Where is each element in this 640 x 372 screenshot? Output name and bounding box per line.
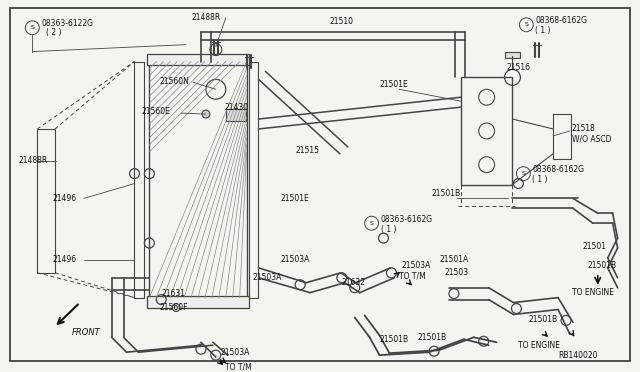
Text: 21501B: 21501B — [431, 189, 460, 198]
Text: 21488R: 21488R — [191, 13, 220, 22]
Text: 21516: 21516 — [506, 63, 531, 72]
Text: TO ENGINE: TO ENGINE — [572, 288, 614, 297]
Text: 21560F: 21560F — [159, 303, 188, 312]
Text: 21631: 21631 — [161, 289, 185, 298]
Text: 21503A: 21503A — [280, 256, 310, 264]
Bar — [226, 109, 246, 121]
Text: RB140020: RB140020 — [558, 351, 598, 360]
Text: ( 1 ): ( 1 ) — [532, 175, 548, 184]
Text: 21488R: 21488R — [19, 156, 47, 165]
Text: 21501B: 21501B — [588, 262, 617, 270]
Text: 21501E: 21501E — [280, 194, 309, 203]
Text: 21496: 21496 — [52, 256, 76, 264]
Text: FRONT: FRONT — [72, 328, 100, 337]
Text: 21510: 21510 — [330, 17, 354, 26]
Text: ( 1 ): ( 1 ) — [535, 26, 551, 35]
Text: 08363-6122G: 08363-6122G — [41, 19, 93, 28]
Bar — [248, 61, 259, 298]
Text: 21501E: 21501E — [380, 80, 408, 89]
Text: TO ENGINE: TO ENGINE — [518, 341, 561, 350]
Text: S: S — [524, 22, 528, 27]
Text: 21501B: 21501B — [417, 333, 446, 342]
Bar — [553, 114, 571, 159]
Text: 08368-6162G: 08368-6162G — [535, 16, 588, 25]
Text: TO T/M: TO T/M — [225, 363, 252, 372]
Text: TO T/M: TO T/M — [399, 271, 426, 280]
Text: 21501B: 21501B — [380, 335, 409, 344]
Text: 21501A: 21501A — [439, 256, 468, 264]
Bar — [147, 296, 248, 308]
Text: S: S — [370, 221, 374, 226]
Text: 21501B: 21501B — [529, 315, 557, 324]
Circle shape — [202, 110, 210, 118]
Text: W/O ASCD: W/O ASCD — [572, 134, 611, 143]
Text: 08363-6162G: 08363-6162G — [381, 215, 433, 224]
Text: 21503A: 21503A — [253, 273, 282, 282]
Text: 21501: 21501 — [583, 241, 607, 250]
Text: 21632: 21632 — [342, 278, 366, 287]
Text: 21518: 21518 — [572, 125, 596, 134]
Text: S: S — [522, 171, 525, 176]
Bar — [134, 61, 145, 298]
Text: S: S — [30, 25, 35, 30]
Text: 21560E: 21560E — [141, 107, 170, 116]
Bar — [149, 61, 246, 298]
Text: ( 2 ): ( 2 ) — [46, 28, 61, 37]
Bar — [37, 129, 55, 273]
Circle shape — [172, 304, 180, 311]
Text: 21515: 21515 — [295, 146, 319, 155]
Text: 21496: 21496 — [52, 194, 76, 203]
Text: ( 1 ): ( 1 ) — [381, 225, 396, 234]
Text: 21560N: 21560N — [159, 77, 189, 86]
Bar — [504, 52, 520, 58]
Text: 21503A: 21503A — [401, 262, 431, 270]
Text: 08368-6162G: 08368-6162G — [532, 165, 584, 174]
Text: 21430: 21430 — [225, 103, 249, 112]
Bar — [461, 77, 513, 185]
Text: 21503: 21503 — [444, 268, 468, 277]
Text: 21503A: 21503A — [221, 348, 250, 357]
Bar — [147, 54, 248, 65]
